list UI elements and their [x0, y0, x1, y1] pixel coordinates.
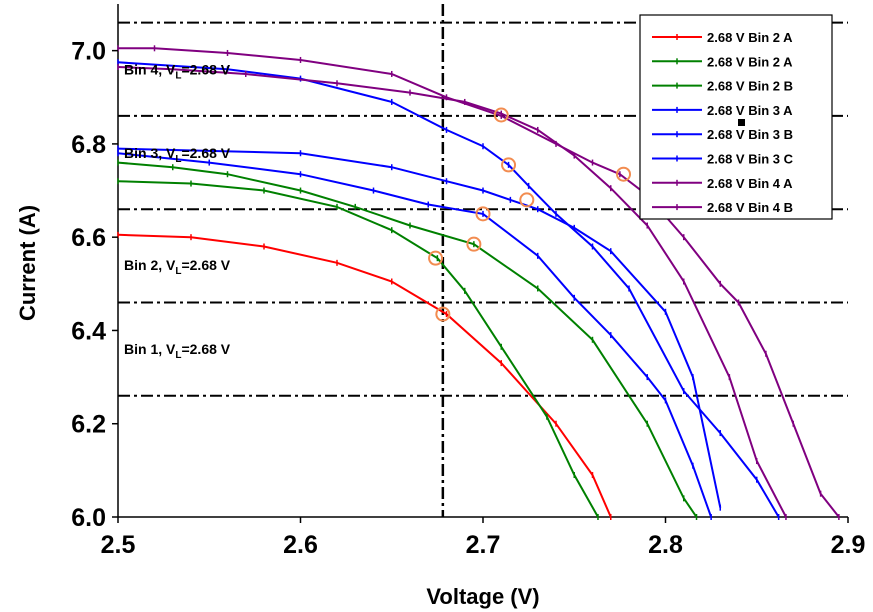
series-2: [117, 178, 599, 520]
y-axis-label: Current (A): [15, 205, 40, 321]
legend-label: 2.68 V Bin 2 A: [707, 30, 793, 45]
series-3: [117, 159, 698, 520]
legend-label: 2.68 V Bin 3 B: [707, 127, 793, 142]
bin-label: Bin 4, VL=2.68 V: [124, 61, 231, 81]
operating-point-circle: [501, 157, 517, 173]
legend-entry: 2.68 V Bin 4 A: [652, 176, 793, 191]
operating-point-circle: [475, 206, 491, 222]
x-axis-label: Voltage (V): [426, 584, 539, 609]
legend: 2.68 V Bin 2 A 2.68 V Bin 2 A 2.68 V Bin 2…: [639, 14, 833, 220]
operating-point-circle: [466, 236, 482, 252]
series-line: [117, 147, 722, 508]
bin-label: Bin 2, VL=2.68 V: [124, 257, 231, 277]
legend-box: [639, 14, 833, 220]
bin-label: Bin 3, VL=2.68 V: [124, 145, 231, 165]
legend-label: 2.68 V Bin 4 A: [707, 176, 793, 191]
legend-label: 2.68 V Bin 4 B: [707, 200, 793, 215]
y-tick-label: 6.8: [71, 131, 106, 159]
series-line: [117, 161, 698, 518]
operating-point-circle: [493, 107, 509, 123]
legend-entry: 2.68 V Bin 2 B: [652, 79, 793, 94]
bin-labels-layer: Bin 4, VL=2.68 V Bin 3, VL=2.68 V Bin 2, V…: [124, 61, 231, 361]
x-tick-label: 2.6: [283, 531, 318, 559]
legend-entry: 2.68 V Bin 2 A: [652, 30, 793, 45]
operating-point-circle: [435, 306, 451, 322]
series-line: [117, 152, 713, 518]
operating-point-circle: [428, 250, 444, 266]
series-1: [117, 231, 612, 520]
x-tick-label: 2.5: [101, 531, 136, 559]
series-4: [117, 145, 722, 511]
bin-label: Bin 1, VL=2.68 V: [124, 341, 231, 361]
y-tick-label: 7.0: [71, 38, 106, 66]
series-line: [118, 47, 840, 518]
legend-entry: 2.68 V Bin 2 A: [652, 54, 793, 69]
legend-entry: 2.68 V Bin 4 B: [652, 200, 793, 215]
y-tick-label: 6.6: [71, 224, 106, 252]
y-tick-label: 6.4: [71, 317, 106, 345]
x-tick-label: 2.7: [466, 531, 501, 559]
legend-entry: 2.68 V Bin 3 B: [652, 127, 793, 142]
legend-label: 2.68 V Bin 2 B: [707, 79, 793, 94]
highlight-layer: [428, 107, 632, 322]
legend-label: 2.68 V Bin 3 A: [707, 103, 793, 118]
legend-entry: 2.68 V Bin 3 A: [652, 103, 793, 118]
series-layer: [117, 45, 840, 520]
operating-point-circle: [616, 166, 632, 182]
legend-label: 2.68 V Bin 3 C: [707, 152, 794, 167]
legend-entry: 2.68 V Bin 3 C: [652, 152, 794, 167]
series-line: [117, 233, 612, 518]
legend-label: 2.68 V Bin 2 A: [707, 54, 793, 69]
x-tick-label: 2.9: [831, 531, 866, 559]
operating-point-circle: [519, 192, 535, 208]
series-5: [117, 150, 713, 520]
y-tick-label: 6.2: [71, 411, 106, 439]
legend-marker-square: [738, 119, 745, 126]
x-tick-label: 2.8: [648, 531, 683, 559]
ticks-layer: 2.5 2.6 2.7 2.8 2.9 6.0 6.2 6.4 6.6 6.8 7.0: [71, 38, 865, 559]
y-tick-label: 6.0: [71, 504, 106, 532]
